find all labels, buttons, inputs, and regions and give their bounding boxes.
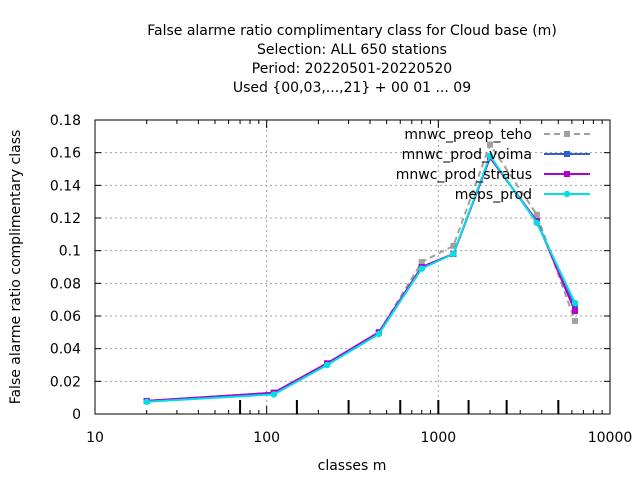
plot-frame	[94, 119, 611, 415]
y-tick-label: 0.14	[50, 178, 81, 194]
data-point-meps_prod	[270, 391, 277, 398]
legend-marker-mnwc_prod_stratus	[564, 171, 570, 177]
data-point-meps_prod	[486, 152, 494, 160]
legend-label-mnwc_preop_teho: mnwc_preop_teho	[404, 127, 532, 143]
data-point-mnwc_preop_teho	[533, 211, 540, 218]
title-line-2: Period: 20220501-20220520	[252, 61, 452, 77]
data-point-meps_prod	[533, 219, 541, 227]
data-point-meps_prod	[375, 330, 383, 338]
data-point-meps_prod	[571, 299, 579, 307]
x-axis-label: classes m	[318, 458, 387, 474]
legend-marker-mnwc_preop_teho	[564, 131, 570, 137]
legend: mnwc_preop_teho mnwc_prod_voima mnwc_prod_…	[396, 127, 590, 203]
y-tick-label: 0.04	[50, 342, 81, 358]
y-tick-label: 0.1	[59, 244, 81, 260]
title-line-1: Selection: ALL 650 stations	[257, 42, 447, 58]
data-point-meps_prod	[450, 250, 457, 258]
title-line-3: Used {00,03,...,21} + 00 01 ... 09	[233, 80, 471, 96]
x-tick-label: 100	[253, 430, 280, 446]
y-tick-label: 0.12	[50, 211, 81, 227]
data-point-mnwc_prod_voima	[571, 304, 578, 311]
x-tick-label: 1000	[421, 430, 457, 446]
data-point-mnwc_preop_teho	[487, 141, 494, 148]
data-point-mnwc_preop_teho	[571, 317, 578, 324]
data-point-meps_prod	[143, 398, 150, 405]
grid	[95, 120, 610, 414]
y-tick-label: 0.16	[50, 146, 81, 162]
legend-label-mnwc_prod_voima: mnwc_prod_voima	[402, 147, 532, 163]
x-tick-label: 10	[86, 430, 104, 446]
chart-title: False alarme ratio complimentary class f…	[147, 23, 557, 96]
y-tick-label: 0.18	[50, 113, 81, 129]
y-tick-label: 0.02	[50, 374, 81, 390]
y-axis-label: False alarme ratio complimentary class	[8, 130, 24, 405]
y-tick-label: 0.08	[50, 276, 81, 292]
y-tick-label: 0	[72, 407, 81, 423]
legend-label-meps_prod: meps_prod	[455, 187, 532, 203]
data-point-mnwc_prod_stratus	[571, 308, 578, 315]
title-line-0: False alarme ratio complimentary class f…	[147, 23, 557, 39]
data-point-meps_prod	[418, 265, 425, 272]
data-point-mnwc_preop_teho	[450, 242, 457, 249]
y-tick-label: 0.06	[50, 309, 81, 325]
x-tick-label: 10000	[588, 430, 633, 446]
legend-marker-mnwc_prod_voima	[564, 151, 570, 157]
series-lines	[143, 141, 579, 405]
legend-marker-meps_prod	[563, 190, 571, 198]
data-point-mnwc_preop_teho	[418, 259, 425, 266]
axis-ticks: 0 0.02 0.04 0.06 0.08 0.1 0.12 0.14 0.16 0.18 10 10…	[50, 113, 632, 446]
data-point-meps_prod	[323, 361, 331, 369]
legend-label-mnwc_prod_stratus: mnwc_prod_stratus	[396, 167, 532, 183]
